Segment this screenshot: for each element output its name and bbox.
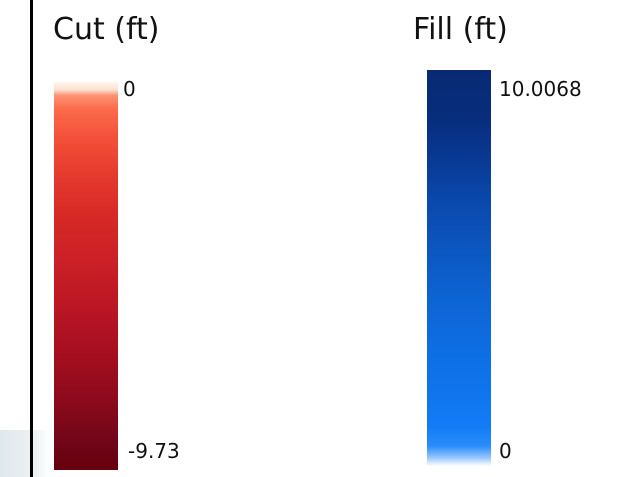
cut-colorbar	[54, 82, 118, 470]
background-shadow	[0, 430, 50, 477]
cut-min-label: -9.73	[128, 439, 180, 463]
fill-colorbar	[427, 70, 491, 466]
cut-max-label: 0	[123, 77, 136, 101]
panel-divider	[30, 0, 33, 477]
fill-max-label: 10.0068	[499, 77, 582, 101]
fill-legend-title: Fill (ft)	[413, 12, 508, 47]
fill-min-label: 0	[499, 439, 512, 463]
cut-legend-title: Cut (ft)	[53, 12, 160, 47]
